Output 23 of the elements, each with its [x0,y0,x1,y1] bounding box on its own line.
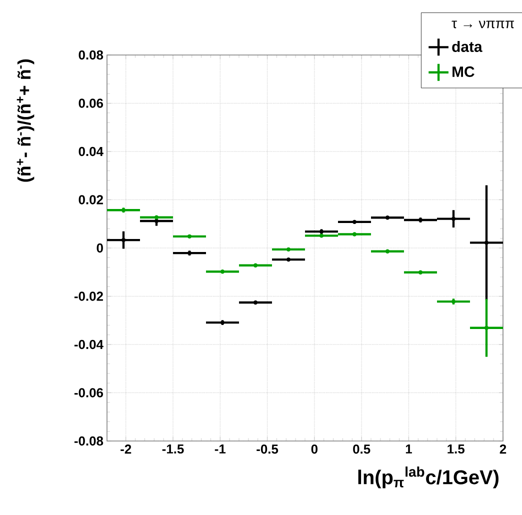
y-tick-label: 0.06 [78,98,104,108]
x-tick-label: 0.5 [353,444,370,454]
x-tick-label: -1.5 [162,444,184,454]
text: (ñ$^{+}$- ñ$^{-}$)/(ñ$^{+}$+ ñ$^{-}$) [16,59,34,182]
y-tick-label: -0.08 [74,436,104,446]
x-tick-label: 2 [500,444,506,454]
legend-label: data [452,41,482,52]
x-tick-label: -1 [214,444,226,454]
x-tick-label: 1.5 [448,444,464,454]
x-tick-label: -2 [120,444,132,454]
y-tick-label: 0.08 [78,50,104,60]
legend-label: MC [452,66,474,77]
x-axis-title: ln(p$_{π}$$^{lab}$c/1GeV) [358,466,498,488]
legend-title: τ → νπππ [452,20,514,28]
y-tick-label: 0 [96,243,103,253]
x-tick-label: 0 [311,444,318,454]
y-tick-label: -0.06 [74,388,104,398]
y-tick-label: 0.04 [78,146,104,156]
y-tick-label: -0.04 [74,340,104,350]
x-tick-label: -0.5 [256,444,278,454]
y-tick-label: -0.02 [74,292,103,301]
x-tick-label: 1 [406,444,412,454]
y-tick-label: 0.02 [78,195,103,204]
